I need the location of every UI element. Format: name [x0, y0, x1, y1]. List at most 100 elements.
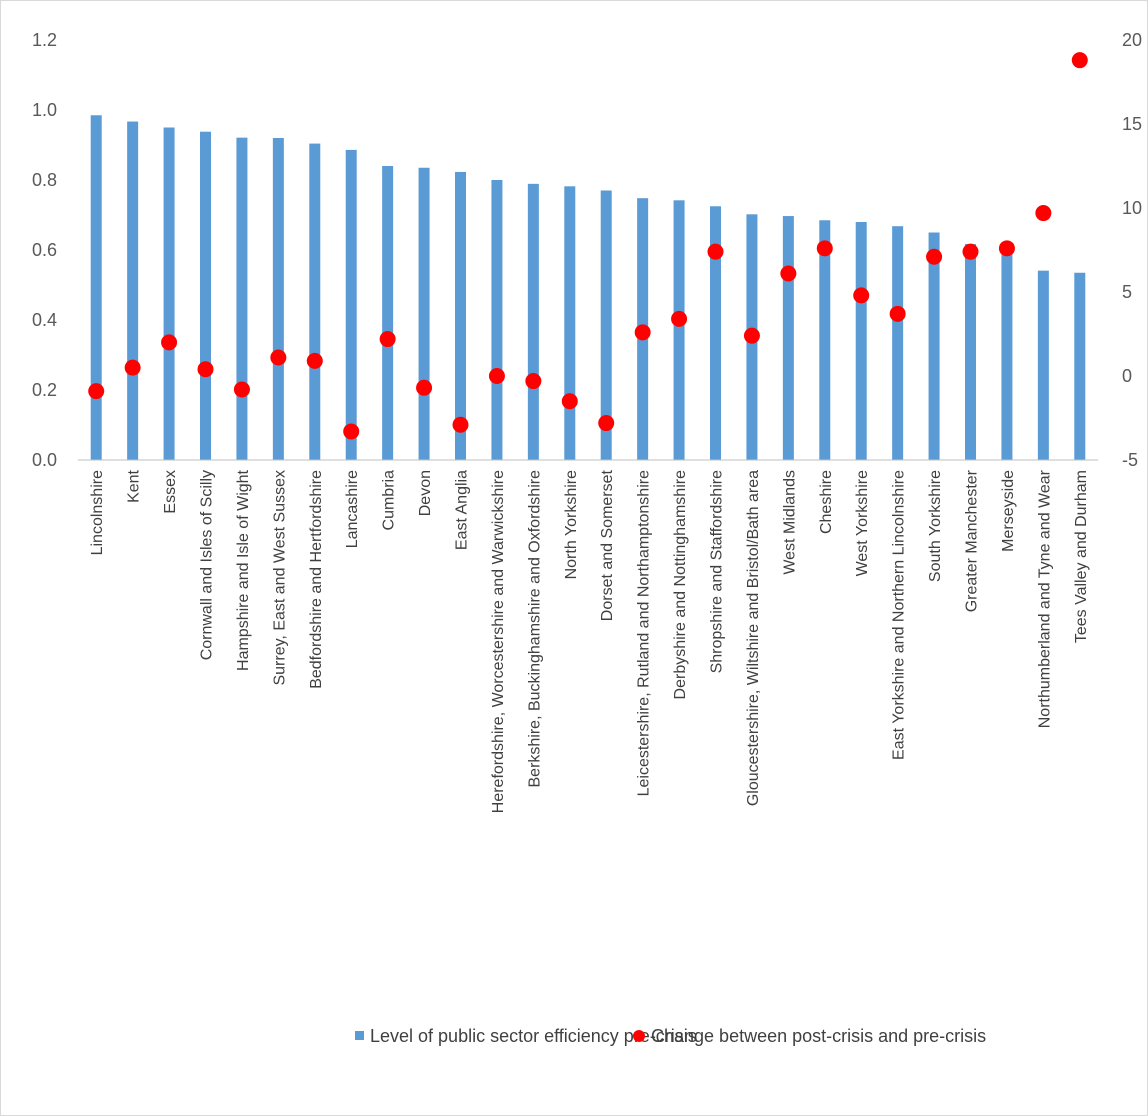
bar [382, 166, 394, 460]
bar [309, 143, 321, 460]
scatter-series [88, 52, 1088, 440]
category-label: Herefordshire, Worcestershire and Warwic… [490, 470, 507, 813]
category-label: Tees Valley and Durham [1073, 470, 1090, 643]
bar [1001, 245, 1013, 460]
scatter-point [743, 327, 760, 344]
category-label: Leicestershire, Rutland and Northamptons… [636, 470, 653, 797]
scatter-point [1071, 52, 1088, 69]
scatter-point [161, 334, 178, 351]
right-tick-label: 5 [1122, 282, 1132, 302]
category-label: Cheshire [818, 470, 835, 534]
scatter-point [525, 373, 542, 390]
bar [236, 137, 248, 460]
bar [928, 232, 940, 460]
scatter-point [926, 248, 943, 265]
bar [965, 244, 976, 460]
category-label: Kent [126, 469, 143, 502]
scatter-point [707, 243, 724, 260]
left-tick-label: 1.0 [32, 100, 57, 120]
scatter-point [889, 305, 906, 322]
scatter-point [561, 393, 578, 410]
bar [527, 183, 539, 460]
category-label: South Yorkshire [927, 470, 944, 582]
right-tick-label: 20 [1122, 30, 1142, 50]
category-label: Cornwall and Isles of Scilly [199, 470, 216, 660]
category-label: Devon [417, 470, 434, 516]
category-label: North Yorkshire [563, 470, 580, 579]
right-axis: -5 0 5 10 15 20 [1122, 30, 1142, 470]
scatter-point [270, 349, 287, 366]
category-label: Gloucestershire, Wiltshire and Bristol/B… [745, 470, 762, 806]
right-tick-label: 15 [1122, 114, 1142, 134]
bar [819, 220, 831, 460]
bar [673, 200, 685, 461]
legend-swatch-dot [633, 1030, 645, 1042]
category-axis: Lincolnshire Kent Essex Cornwall and Isles … [89, 469, 1090, 813]
bar [127, 121, 139, 461]
category-label: Lincolnshire [89, 470, 106, 555]
left-tick-label: 0.2 [32, 380, 57, 400]
scatter-point [671, 310, 688, 327]
scatter-point [634, 324, 651, 341]
left-tick-label: 0.6 [32, 240, 57, 260]
scatter-point [853, 287, 870, 304]
bar [1074, 272, 1086, 460]
legend-swatch-bar [355, 1031, 364, 1040]
category-label: Merseyside [1000, 470, 1017, 552]
bar [892, 226, 904, 460]
bar [710, 206, 721, 460]
left-tick-label: 0.8 [32, 170, 57, 190]
bar [345, 149, 357, 460]
scatter-point [598, 415, 615, 432]
scatter-point [488, 368, 505, 384]
scatter-point [306, 352, 323, 369]
scatter-point [452, 416, 469, 433]
left-axis: 0.0 0.2 0.4 0.6 0.8 1.0 1.2 [32, 30, 57, 470]
bar [272, 138, 284, 460]
scatter-point [233, 381, 250, 398]
category-label: Essex [162, 470, 179, 514]
scatter-point [962, 243, 979, 260]
bar [600, 190, 612, 460]
left-tick-label: 0.4 [32, 310, 57, 330]
scatter-point [998, 240, 1015, 257]
scatter-point [379, 331, 396, 348]
left-tick-label: 0.0 [32, 450, 57, 470]
category-label: Northumberland and Tyne and Wear [1036, 469, 1053, 728]
category-label: Bedfordshire and Hertfordshire [308, 470, 325, 689]
scatter-point [197, 361, 214, 378]
category-label: Derbyshire and Nottinghamshire [672, 470, 689, 700]
legend-label-bar: Level of public sector efficiency pre-cr… [370, 1026, 697, 1046]
category-label: Berkshire, Buckinghamshire and Oxfordshi… [526, 470, 543, 788]
scatter-point [88, 383, 105, 400]
category-label: Hampshire and Isle of Wight [235, 469, 252, 671]
category-label: Surrey, East and West Sussex [271, 470, 288, 686]
scatter-point [816, 240, 833, 257]
category-label: Lancashire [344, 470, 361, 548]
legend-label-dot: Change between post-crisis and pre-crisi… [651, 1026, 986, 1046]
scatter-point [416, 379, 433, 396]
category-label: East Anglia [454, 470, 471, 550]
bar [564, 186, 576, 461]
category-label: West Yorkshire [854, 470, 871, 577]
bar [200, 131, 211, 460]
bar [782, 216, 794, 460]
category-label: Greater Manchester [964, 469, 981, 612]
right-tick-label: 10 [1122, 198, 1142, 218]
scatter-point [124, 359, 141, 376]
bar [455, 171, 466, 460]
category-label: Cumbria [381, 470, 398, 531]
legend: Level of public sector efficiency pre-cr… [355, 1026, 986, 1046]
bar [163, 127, 175, 460]
scatter-point [343, 423, 360, 440]
category-label: Shropshire and Staffordshire [709, 470, 726, 673]
scatter-point [1035, 205, 1052, 222]
scatter-point [780, 265, 797, 282]
bar [90, 115, 102, 460]
bar [491, 180, 503, 460]
category-label: East Yorkshire and Northern Lincolnshire [891, 470, 908, 760]
right-tick-label: -5 [1122, 450, 1138, 470]
category-label: West Midlands [781, 470, 798, 575]
bar [1037, 270, 1049, 460]
